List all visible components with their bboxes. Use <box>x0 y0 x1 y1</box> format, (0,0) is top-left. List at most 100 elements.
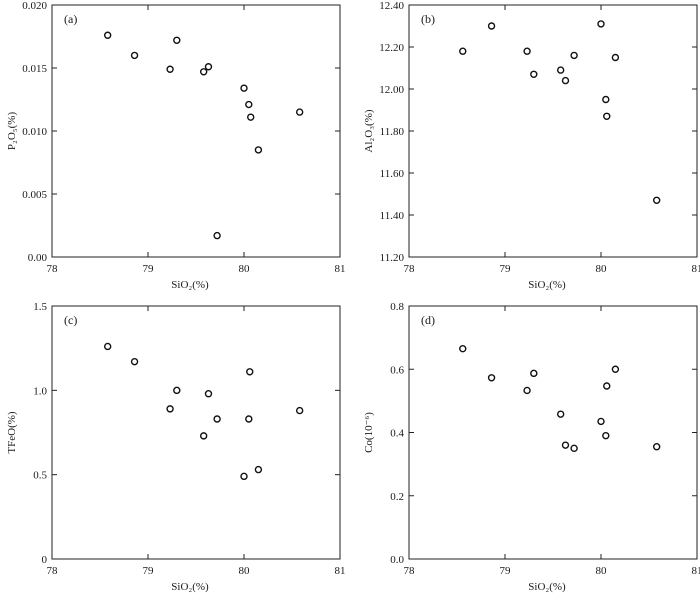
panel-a-y-tick-label: 0.00 <box>28 252 48 264</box>
panel-a-data-point <box>213 231 221 240</box>
panel-c-y-tick-label: 0.5 <box>33 470 47 482</box>
panel-b-data-point <box>611 53 620 62</box>
panel-d-x-axis-label: SiO₂(%) <box>528 581 566 593</box>
panel-d-y-tick-label: 0.0 <box>390 554 404 566</box>
panel-d-data-point <box>652 443 661 451</box>
panel-d-y-tick-label: 0.8 <box>390 301 404 313</box>
panel-d-data-point <box>523 386 531 395</box>
panel-c-data-point <box>166 405 174 413</box>
panel-a-data-point <box>204 63 213 71</box>
panel-a-data-point <box>103 31 112 39</box>
panel-b-data-point <box>530 70 538 79</box>
panel-a-x-tick-label: 80 <box>239 263 251 275</box>
panel-c-data-point <box>245 415 253 423</box>
panel-a-y-tick-label: 0.020 <box>22 0 47 12</box>
panel-d-y-axis-label: Co(10⁻⁶) <box>363 412 375 453</box>
panel-b-data-point <box>652 196 661 205</box>
panel-b-y-tick-label: 12.40 <box>379 0 404 12</box>
panel-b-data-point <box>459 47 467 55</box>
panel-a-x-tick-label: 78 <box>47 263 59 275</box>
panel-c-x-axis-label: SiO₂(%) <box>171 581 209 593</box>
panel-c-data-point <box>213 415 221 423</box>
panel-c-data-point <box>240 472 248 481</box>
panel-c-y-tick-label: 0 <box>42 554 48 566</box>
panel-d-y-tick-label: 0.2 <box>390 491 404 503</box>
panel-b-data-point <box>602 95 610 104</box>
panel-b-x-axis-label: SiO₂(%) <box>528 279 566 291</box>
panel-b-data-point <box>487 22 496 30</box>
panel-d-data-point <box>597 417 605 426</box>
panel-a-data-point <box>199 68 208 76</box>
panel-b-data-point <box>597 20 605 28</box>
panel-a-x-tick-label: 81 <box>335 263 346 275</box>
panel-a-x-axis-label: SiO₂(%) <box>171 279 209 291</box>
panel-b-x-tick-label: 78 <box>404 263 416 275</box>
panel-a-data-point <box>295 108 304 116</box>
panel-d-data-point <box>561 441 570 449</box>
panel-b-label: (b) <box>421 12 435 26</box>
panel-b-data-point <box>561 76 570 85</box>
panel-a-x-tick-label: 79 <box>143 263 155 275</box>
panel-b-y-tick-label: 12.20 <box>379 42 404 54</box>
panel-d-x-tick-label: 79 <box>500 565 512 577</box>
panel-a: 78 79 80 81 0.00 0.005 0.010 0.015 0.020 SiO₂(%) P… <box>6 0 346 291</box>
panel-b: 78 79 80 81 11.20 11.40 11.60 11.80 12.00 12.20 12… <box>363 0 700 291</box>
panel-c-data-point <box>295 406 304 415</box>
panel-d-data-point <box>530 369 538 378</box>
panel-b-data-point <box>570 51 578 60</box>
panel-d-y-tick-label: 0.4 <box>390 428 404 440</box>
panel-c-x-tick-label: 81 <box>335 565 346 577</box>
panel-c-data-point <box>246 368 254 376</box>
panel-a-y-tick-label: 0.010 <box>22 126 47 138</box>
panel-c-data-point <box>204 390 213 398</box>
panel-d-label: (d) <box>421 313 435 327</box>
panel-d-x-tick-label: 81 <box>692 565 700 577</box>
panel-a-data-point <box>254 146 263 154</box>
panel-b-data-point <box>556 66 565 74</box>
panel-d-data-point <box>556 410 565 418</box>
panel-b-x-tick-label: 80 <box>596 263 608 275</box>
panel-b-y-tick-label: 11.40 <box>380 210 405 222</box>
panel-a-data-point <box>173 36 181 44</box>
panel-b-y-axis-label: Al₂O₃(%) <box>363 109 375 152</box>
panel-c-data-point <box>130 357 139 366</box>
panel-c-x-tick-label: 79 <box>143 565 155 577</box>
panel-c-data-point <box>103 342 112 351</box>
panel-a-plot-frame <box>51 4 341 258</box>
panel-a-y-axis-label: P₂O₅(%) <box>6 112 18 151</box>
panel-b-y-tick-label: 11.80 <box>380 126 405 138</box>
panel-b-data-point <box>523 47 531 55</box>
panel-d: 78 79 80 81 0.0 0.2 0.4 0.6 0.8 SiO₂(%) Co(10⁻⁶) (d… <box>363 301 700 593</box>
panel-a-data-point <box>240 84 248 92</box>
panel-b-plot-frame <box>408 4 698 258</box>
panel-c-y-tick-label: 1.5 <box>33 301 47 313</box>
panel-b-y-tick-label: 11.20 <box>380 252 405 264</box>
panel-c-y-axis-label: TFeO(%) <box>6 411 18 453</box>
panel-c-data-point <box>199 432 208 440</box>
panel-a-label: (a) <box>64 12 77 26</box>
panel-b-y-tick-label: 11.60 <box>380 168 405 180</box>
panel-c-x-tick-label: 78 <box>47 565 59 577</box>
panel-c-y-tick-label: 1.0 <box>33 385 47 397</box>
panel-c-label: (c) <box>64 313 77 327</box>
panel-d-plot-frame <box>408 305 698 560</box>
panel-d-data-point <box>570 444 578 453</box>
panel-b-x-tick-label: 81 <box>692 263 700 275</box>
panel-a-data-point <box>247 113 255 121</box>
panel-b-x-tick-label: 79 <box>500 263 512 275</box>
panel-c-data-point <box>173 386 181 395</box>
panel-d-x-tick-label: 78 <box>404 565 416 577</box>
panel-a-y-tick-label: 0.005 <box>22 189 47 201</box>
panel-d-data-point <box>602 431 610 440</box>
panel-d-data-point <box>603 382 611 390</box>
panel-d-x-tick-label: 80 <box>596 565 608 577</box>
panel-a-data-point <box>245 100 253 109</box>
panel-d-data-point <box>611 365 620 373</box>
panel-b-data-point <box>603 112 611 121</box>
panel-d-data-point <box>487 374 496 382</box>
panel-d-data-point <box>459 344 467 353</box>
panel-a-data-point <box>166 65 174 73</box>
panel-c-data-point <box>254 465 263 474</box>
panel-d-y-tick-label: 0.6 <box>390 364 404 376</box>
